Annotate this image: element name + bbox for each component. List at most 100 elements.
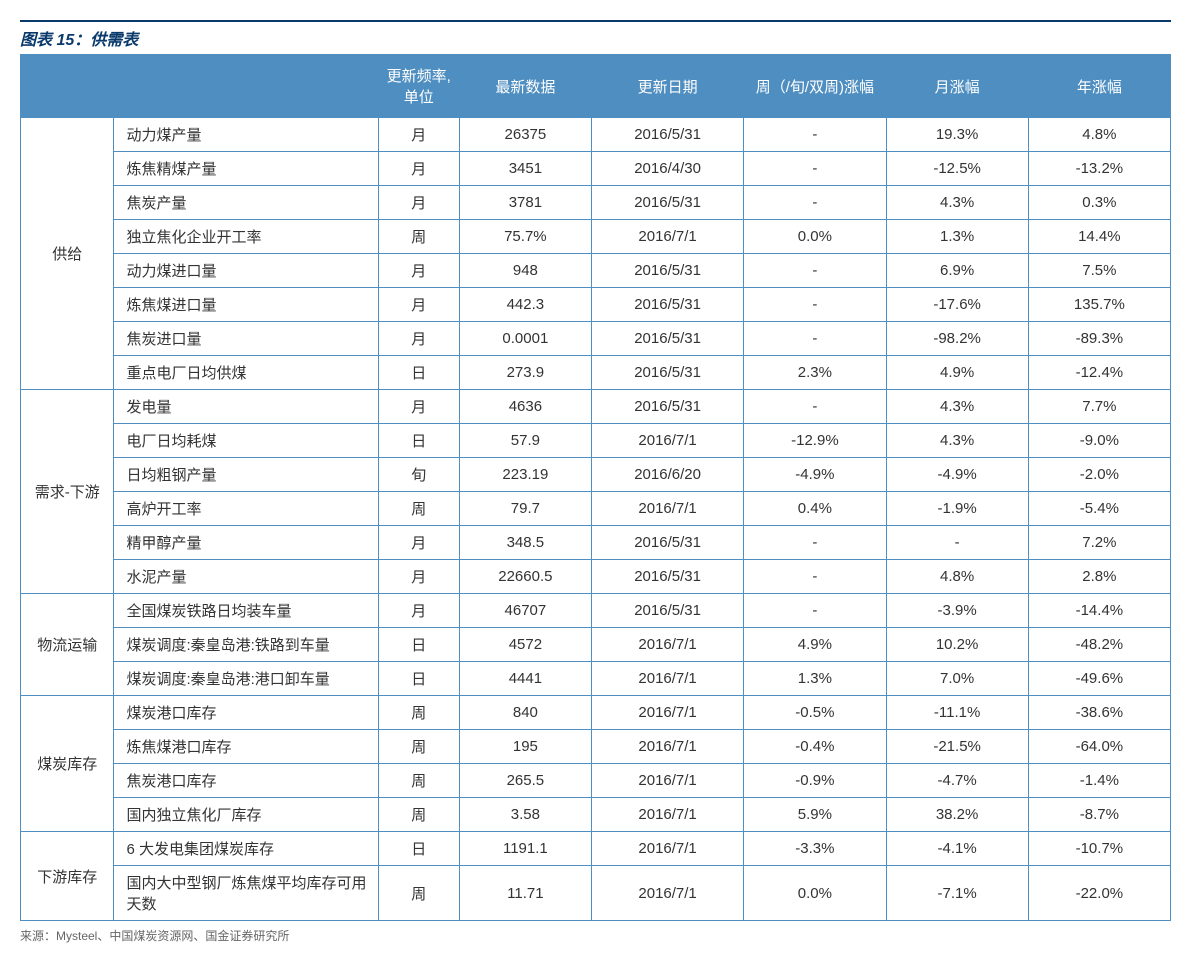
indicator-cell: 动力煤进口量 bbox=[114, 254, 378, 288]
monthly-cell: 4.8% bbox=[886, 560, 1028, 594]
table-row: 供给动力煤产量月263752016/5/31-19.3%4.8% bbox=[21, 118, 1171, 152]
category-cell: 供给 bbox=[21, 118, 114, 390]
latest-cell: 3451 bbox=[459, 152, 591, 186]
category-cell: 煤炭库存 bbox=[21, 696, 114, 832]
monthly-cell: -12.5% bbox=[886, 152, 1028, 186]
weekly-cell: -3.3% bbox=[744, 832, 886, 866]
date-cell: 2016/5/31 bbox=[591, 322, 743, 356]
table-row: 下游库存6 大发电集团煤炭库存日1191.12016/7/1-3.3%-4.1%… bbox=[21, 832, 1171, 866]
date-cell: 2016/5/31 bbox=[591, 356, 743, 390]
freq-cell: 月 bbox=[378, 186, 459, 220]
monthly-cell: 7.0% bbox=[886, 662, 1028, 696]
weekly-cell: -0.9% bbox=[744, 764, 886, 798]
monthly-cell: -98.2% bbox=[886, 322, 1028, 356]
latest-cell: 75.7% bbox=[459, 220, 591, 254]
monthly-cell: -4.9% bbox=[886, 458, 1028, 492]
indicator-cell: 独立焦化企业开工率 bbox=[114, 220, 378, 254]
latest-cell: 442.3 bbox=[459, 288, 591, 322]
table-row: 水泥产量月22660.52016/5/31-4.8%2.8% bbox=[21, 560, 1171, 594]
date-cell: 2016/7/1 bbox=[591, 798, 743, 832]
indicator-cell: 重点电厂日均供煤 bbox=[114, 356, 378, 390]
freq-cell: 月 bbox=[378, 560, 459, 594]
monthly-cell: 10.2% bbox=[886, 628, 1028, 662]
table-row: 煤炭库存煤炭港口库存周8402016/7/1-0.5%-11.1%-38.6% bbox=[21, 696, 1171, 730]
weekly-cell: 0.0% bbox=[744, 220, 886, 254]
weekly-cell: 0.4% bbox=[744, 492, 886, 526]
date-cell: 2016/5/31 bbox=[591, 254, 743, 288]
table-row: 精甲醇产量月348.52016/5/31--7.2% bbox=[21, 526, 1171, 560]
indicator-cell: 焦炭产量 bbox=[114, 186, 378, 220]
freq-cell: 月 bbox=[378, 526, 459, 560]
freq-cell: 月 bbox=[378, 288, 459, 322]
yearly-cell: -1.4% bbox=[1028, 764, 1170, 798]
weekly-cell: 0.0% bbox=[744, 866, 886, 921]
yearly-cell: -5.4% bbox=[1028, 492, 1170, 526]
yearly-cell: -9.0% bbox=[1028, 424, 1170, 458]
table-row: 焦炭进口量月0.00012016/5/31--98.2%-89.3% bbox=[21, 322, 1171, 356]
date-cell: 2016/7/1 bbox=[591, 424, 743, 458]
date-cell: 2016/7/1 bbox=[591, 832, 743, 866]
col-yearly: 年涨幅 bbox=[1028, 55, 1170, 118]
latest-cell: 273.9 bbox=[459, 356, 591, 390]
yearly-cell: 7.2% bbox=[1028, 526, 1170, 560]
table-row: 炼焦精煤产量月34512016/4/30--12.5%-13.2% bbox=[21, 152, 1171, 186]
freq-cell: 周 bbox=[378, 696, 459, 730]
yearly-cell: -49.6% bbox=[1028, 662, 1170, 696]
weekly-cell: - bbox=[744, 288, 886, 322]
table-row: 焦炭港口库存周265.52016/7/1-0.9%-4.7%-1.4% bbox=[21, 764, 1171, 798]
table-row: 高炉开工率周79.72016/7/10.4%-1.9%-5.4% bbox=[21, 492, 1171, 526]
freq-cell: 月 bbox=[378, 322, 459, 356]
indicator-cell: 煤炭调度:秦皇岛港:港口卸车量 bbox=[114, 662, 378, 696]
date-cell: 2016/5/31 bbox=[591, 526, 743, 560]
indicator-cell: 日均粗钢产量 bbox=[114, 458, 378, 492]
freq-cell: 周 bbox=[378, 764, 459, 798]
latest-cell: 1191.1 bbox=[459, 832, 591, 866]
yearly-cell: -38.6% bbox=[1028, 696, 1170, 730]
yearly-cell: -22.0% bbox=[1028, 866, 1170, 921]
date-cell: 2016/5/31 bbox=[591, 390, 743, 424]
freq-cell: 旬 bbox=[378, 458, 459, 492]
monthly-cell: 38.2% bbox=[886, 798, 1028, 832]
col-date: 更新日期 bbox=[591, 55, 743, 118]
yearly-cell: 0.3% bbox=[1028, 186, 1170, 220]
yearly-cell: -2.0% bbox=[1028, 458, 1170, 492]
weekly-cell: - bbox=[744, 254, 886, 288]
weekly-cell: -0.4% bbox=[744, 730, 886, 764]
date-cell: 2016/7/1 bbox=[591, 696, 743, 730]
col-latest: 最新数据 bbox=[459, 55, 591, 118]
source-line: 来源：Mysteel、中国煤炭资源网、国金证券研究所 bbox=[20, 921, 1171, 944]
date-cell: 2016/7/1 bbox=[591, 866, 743, 921]
monthly-cell: -21.5% bbox=[886, 730, 1028, 764]
weekly-cell: - bbox=[744, 560, 886, 594]
indicator-cell: 国内大中型钢厂炼焦煤平均库存可用天数 bbox=[114, 866, 378, 921]
weekly-cell: - bbox=[744, 526, 886, 560]
indicator-cell: 全国煤炭铁路日均装车量 bbox=[114, 594, 378, 628]
category-cell: 下游库存 bbox=[21, 832, 114, 921]
date-cell: 2016/6/20 bbox=[591, 458, 743, 492]
weekly-cell: 4.9% bbox=[744, 628, 886, 662]
date-cell: 2016/5/31 bbox=[591, 118, 743, 152]
indicator-cell: 炼焦煤港口库存 bbox=[114, 730, 378, 764]
latest-cell: 948 bbox=[459, 254, 591, 288]
indicator-cell: 煤炭调度:秦皇岛港:铁路到车量 bbox=[114, 628, 378, 662]
table-row: 物流运输全国煤炭铁路日均装车量月467072016/5/31--3.9%-14.… bbox=[21, 594, 1171, 628]
monthly-cell: -11.1% bbox=[886, 696, 1028, 730]
weekly-cell: - bbox=[744, 118, 886, 152]
date-cell: 2016/7/1 bbox=[591, 492, 743, 526]
col-indicator bbox=[114, 55, 378, 118]
freq-cell: 日 bbox=[378, 832, 459, 866]
indicator-cell: 焦炭进口量 bbox=[114, 322, 378, 356]
table-row: 日均粗钢产量旬223.192016/6/20-4.9%-4.9%-2.0% bbox=[21, 458, 1171, 492]
freq-cell: 日 bbox=[378, 424, 459, 458]
freq-cell: 周 bbox=[378, 492, 459, 526]
table-row: 独立焦化企业开工率周75.7%2016/7/10.0%1.3%14.4% bbox=[21, 220, 1171, 254]
yearly-cell: -12.4% bbox=[1028, 356, 1170, 390]
supply-demand-table: 更新频率,单位 最新数据 更新日期 周（/旬/双周)涨幅 月涨幅 年涨幅 供给动… bbox=[20, 54, 1171, 921]
indicator-cell: 水泥产量 bbox=[114, 560, 378, 594]
yearly-cell: -64.0% bbox=[1028, 730, 1170, 764]
freq-cell: 日 bbox=[378, 356, 459, 390]
latest-cell: 223.19 bbox=[459, 458, 591, 492]
table-row: 需求-下游发电量月46362016/5/31-4.3%7.7% bbox=[21, 390, 1171, 424]
weekly-cell: 5.9% bbox=[744, 798, 886, 832]
col-freq: 更新频率,单位 bbox=[378, 55, 459, 118]
